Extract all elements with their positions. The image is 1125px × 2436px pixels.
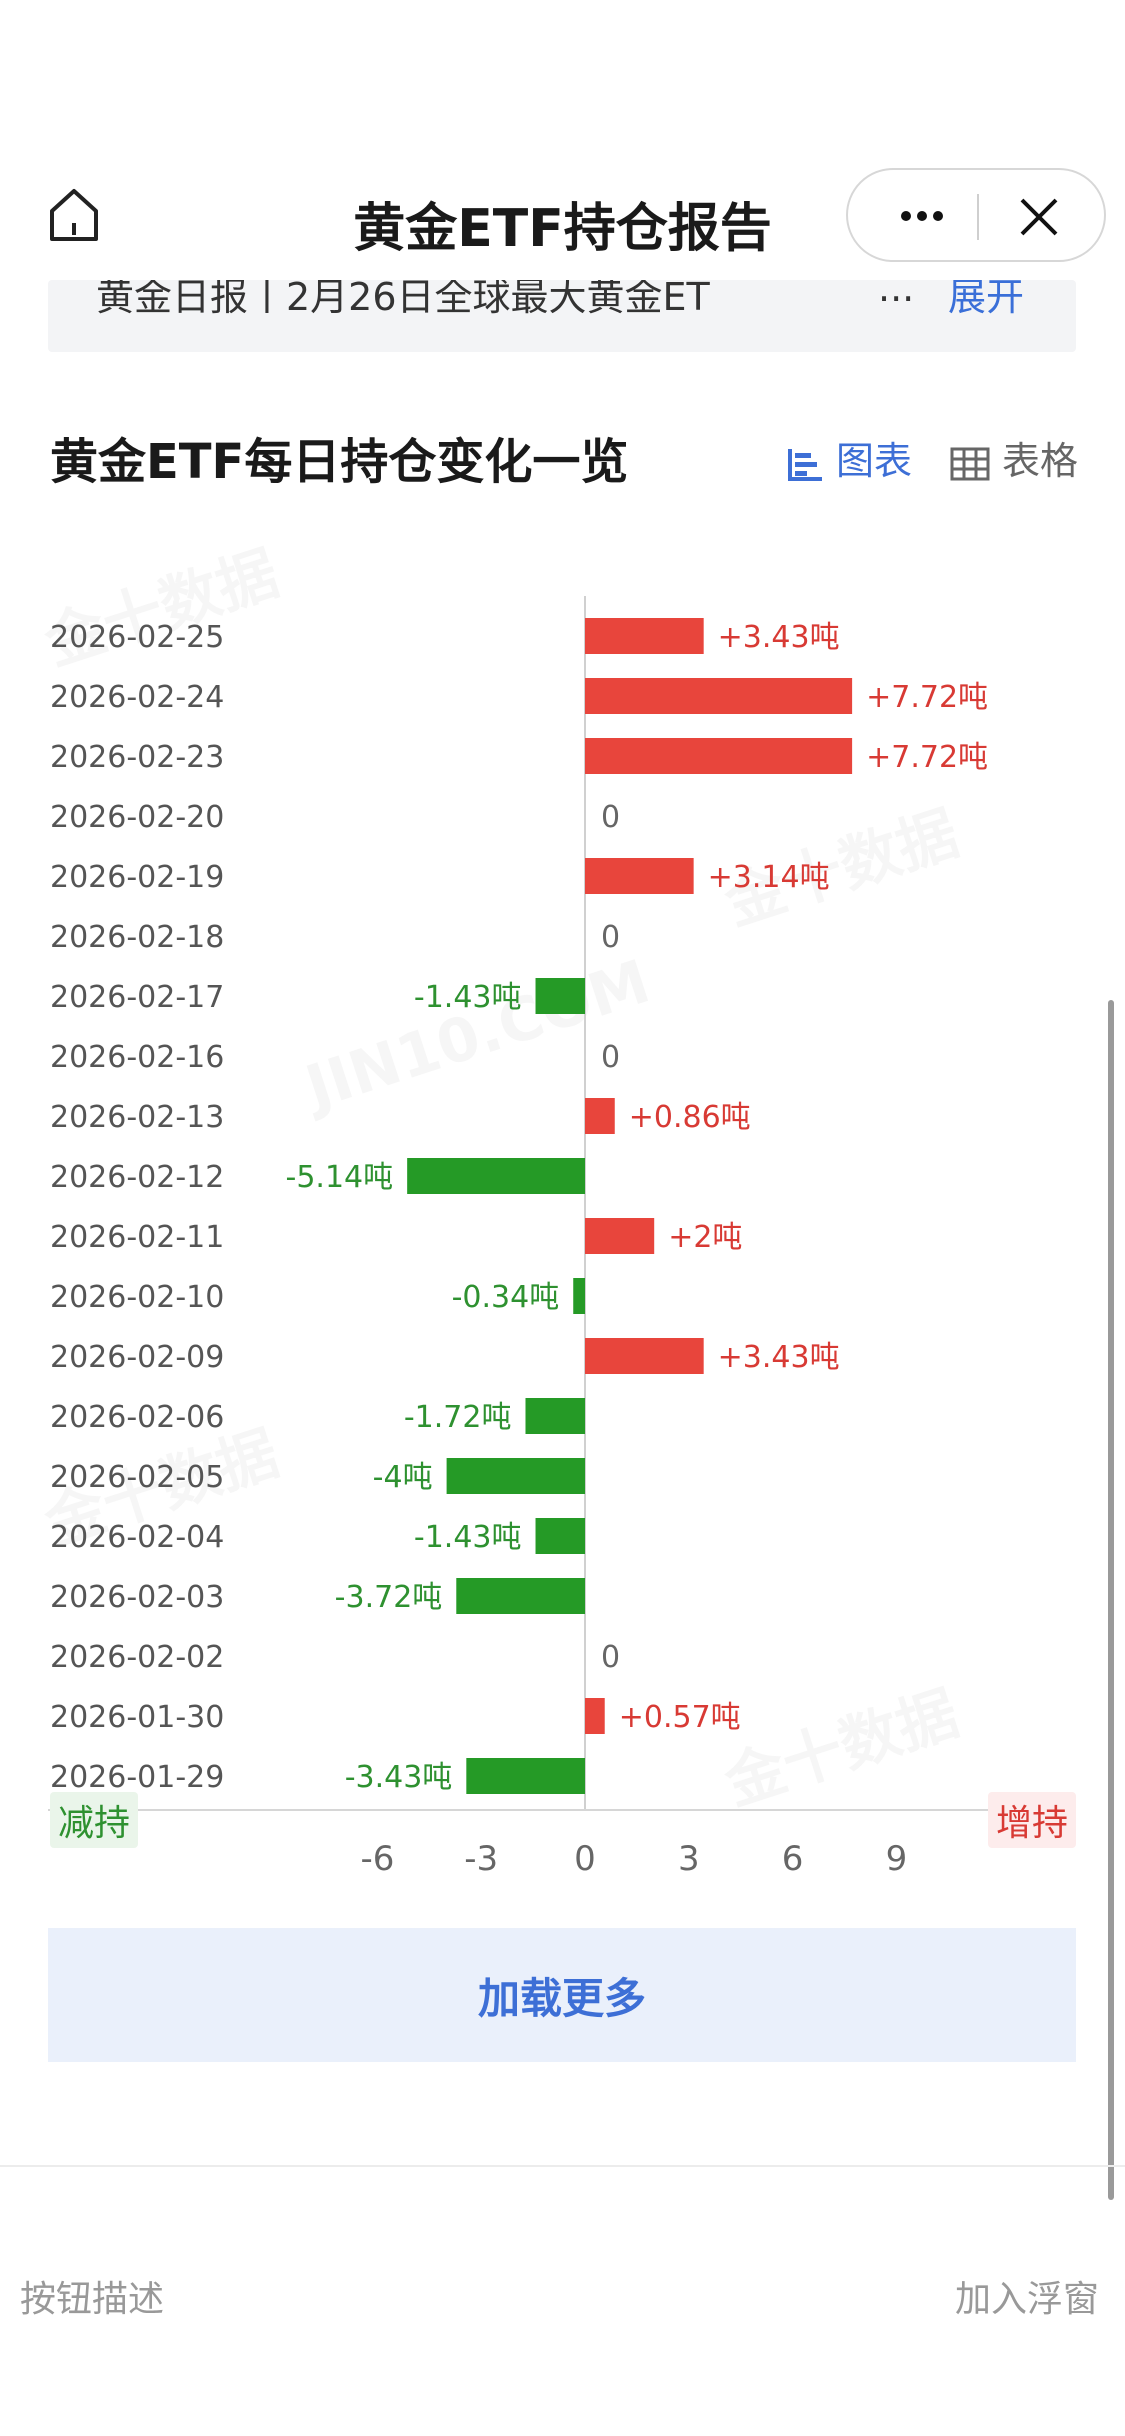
x-tick-label: 6 <box>782 1839 804 1879</box>
category-label: 2026-02-12 <box>50 1160 224 1195</box>
bar <box>585 1098 615 1134</box>
footer-right-text: 加入浮窗 <box>955 2279 1100 2320</box>
data-label: +7.72吨 <box>866 680 988 715</box>
category-label: 2026-01-30 <box>50 1700 224 1735</box>
bar <box>407 1158 585 1194</box>
category-label: 2026-02-18 <box>50 920 224 955</box>
data-label: -3.72吨 <box>335 1580 443 1615</box>
category-label: 2026-02-17 <box>50 980 224 1015</box>
data-label: +2吨 <box>668 1220 742 1255</box>
more-icon[interactable] <box>892 196 952 236</box>
bar <box>535 1518 585 1554</box>
data-label: -1.72吨 <box>404 1400 512 1435</box>
category-label: 2026-02-24 <box>50 680 224 715</box>
holdings-bar-chart: 2026-02-25 +3.43吨 2026-02-24 +7.72吨 2026-02-… <box>48 596 1076 1879</box>
bar <box>446 1458 585 1494</box>
category-label: 2026-02-04 <box>50 1520 224 1555</box>
bar <box>585 678 853 714</box>
category-label: 2026-02-10 <box>50 1280 224 1315</box>
tab-chart-label: 图表 <box>836 439 913 483</box>
news-strip[interactable]: 黄金日报丨2月26日全球最大黄金ET ... 展开 <box>48 280 1076 352</box>
category-label: 2026-02-20 <box>50 800 224 835</box>
load-more-button[interactable]: 加载更多 <box>48 1928 1076 2062</box>
data-label: -0.34吨 <box>452 1280 560 1315</box>
data-label: -4吨 <box>373 1460 433 1495</box>
category-label: 2026-01-29 <box>50 1760 224 1795</box>
x-tick-label: 9 <box>886 1839 908 1879</box>
bar <box>525 1398 585 1434</box>
data-label: 0 <box>601 1640 620 1675</box>
category-label: 2026-02-19 <box>50 860 224 895</box>
bar <box>585 618 704 654</box>
bar <box>466 1758 585 1794</box>
data-label: 0 <box>601 920 620 955</box>
category-label: 2026-02-23 <box>50 740 224 775</box>
bar <box>535 978 585 1014</box>
legend-increase: 增持 <box>988 1792 1077 1848</box>
category-label: 2026-02-02 <box>50 1640 224 1675</box>
data-label: +7.72吨 <box>866 740 988 775</box>
x-tick-label: 3 <box>678 1839 700 1879</box>
category-label: 2026-02-03 <box>50 1580 224 1615</box>
legend-decrease: 减持 <box>50 1792 139 1848</box>
capsule-divider <box>977 194 979 240</box>
data-label: +0.57吨 <box>619 1700 741 1735</box>
bottom-divider <box>0 2165 1125 2167</box>
miniprogram-capsule <box>846 168 1106 262</box>
data-label: 0 <box>601 800 620 835</box>
nav-bar: 黄金ETF持仓报告 <box>0 150 1125 280</box>
x-tick-label: 0 <box>574 1839 596 1879</box>
category-label: 2026-02-05 <box>50 1460 224 1495</box>
category-label: 2026-02-09 <box>50 1340 224 1375</box>
data-label: -1.43吨 <box>414 1520 522 1555</box>
news-text: 黄金日报丨2月26日全球最大黄金ET <box>96 280 710 319</box>
data-label: +3.14吨 <box>708 860 830 895</box>
data-label: +3.43吨 <box>718 1340 840 1375</box>
chart-icon <box>788 448 822 481</box>
bar <box>585 738 853 774</box>
data-label: +3.43吨 <box>718 620 840 655</box>
x-tick-label: -6 <box>360 1839 394 1879</box>
category-label: 2026-02-13 <box>50 1100 224 1135</box>
category-label: 2026-02-16 <box>50 1040 224 1075</box>
x-tick-label: -3 <box>464 1839 498 1879</box>
footer-left-text: 按钮描述 <box>20 2279 165 2320</box>
home-icon[interactable] <box>44 185 104 245</box>
bar <box>585 1698 605 1734</box>
section-title: 黄金ETF每日持仓变化一览 <box>50 434 629 490</box>
data-label: -1.43吨 <box>414 980 522 1015</box>
tab-table-label: 表格 <box>1002 439 1079 483</box>
scrollbar[interactable] <box>1108 1000 1114 2200</box>
bar <box>585 858 694 894</box>
data-label: +0.86吨 <box>629 1100 751 1135</box>
page-title: 黄金ETF持仓报告 <box>353 199 772 259</box>
bar <box>456 1578 585 1614</box>
close-icon[interactable] <box>1018 196 1060 238</box>
category-label: 2026-02-06 <box>50 1400 224 1435</box>
tab-table[interactable]: 表格 <box>950 430 1078 485</box>
category-label: 2026-02-25 <box>50 620 224 655</box>
bar <box>573 1278 585 1314</box>
news-ellipsis: ... <box>878 280 915 310</box>
data-label: -5.14吨 <box>286 1160 394 1195</box>
category-label: 2026-02-11 <box>50 1220 224 1255</box>
data-label: 0 <box>601 1040 620 1075</box>
bar <box>585 1338 704 1374</box>
expand-link[interactable]: 展开 <box>948 280 1025 319</box>
bar <box>585 1218 655 1254</box>
data-label: -3.43吨 <box>345 1760 453 1795</box>
table-icon <box>950 447 990 480</box>
tab-chart[interactable]: 图表 <box>786 430 912 485</box>
